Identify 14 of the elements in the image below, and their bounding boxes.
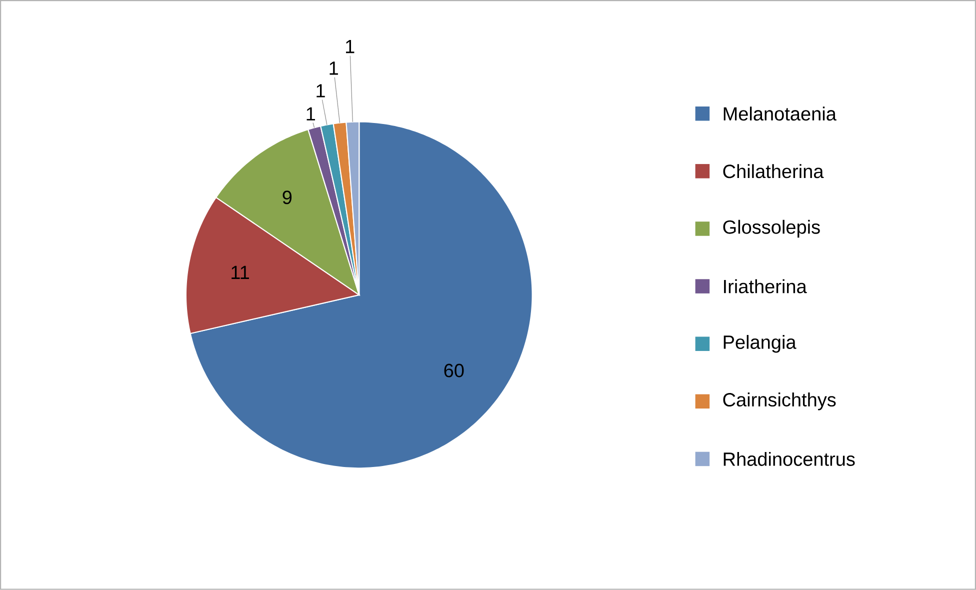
legend-label: Rhadinocentrus — [724, 452, 855, 466]
legend-label: Pelangia — [724, 335, 796, 353]
data-label: 9 — [282, 190, 292, 204]
data-label: 60 — [444, 364, 464, 378]
data-label: 1 — [306, 107, 315, 120]
legend-label: Chilatherina — [723, 164, 824, 178]
legend-label: Glossolepis — [723, 220, 820, 238]
data-label: 1 — [316, 84, 325, 98]
legend-label: Cairnsichthys — [723, 392, 836, 410]
legend-label: Iriatherina — [724, 279, 807, 294]
legend-label: Melanotaenia — [724, 106, 836, 121]
data-label: 11 — [232, 266, 249, 279]
data-label: 1 — [330, 62, 338, 75]
data-label: 1 — [346, 40, 354, 54]
